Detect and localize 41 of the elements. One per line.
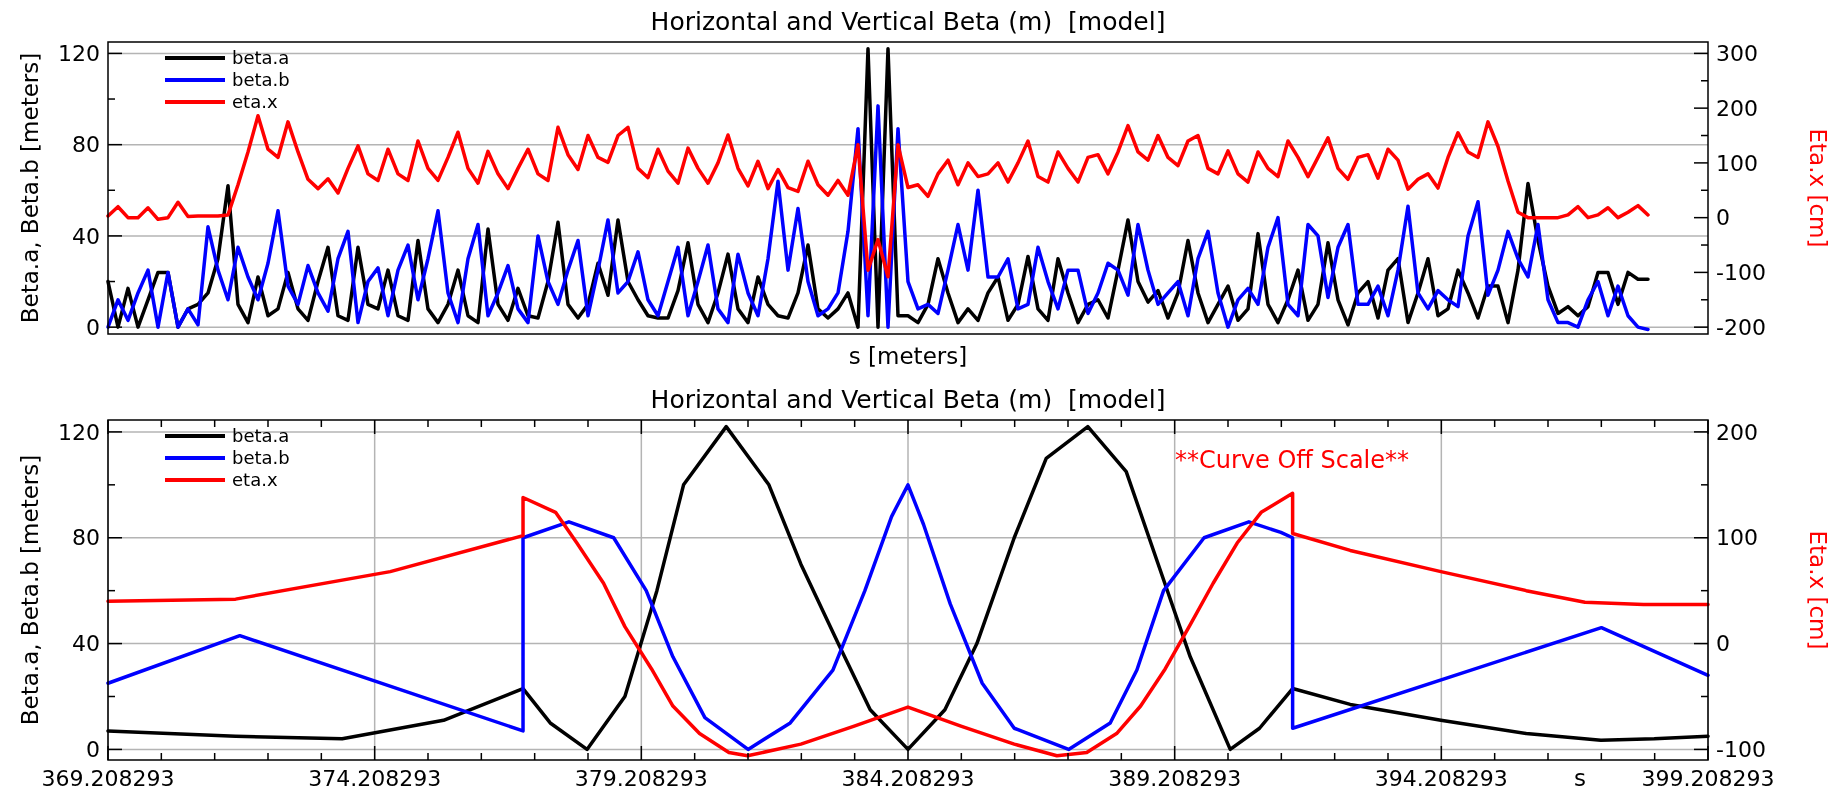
y-tick-label: 40 bbox=[72, 223, 100, 249]
y-tick-label: 120 bbox=[58, 41, 100, 67]
y2-tick-label: -100 bbox=[1716, 260, 1766, 286]
y2-tick-label: 0 bbox=[1716, 631, 1730, 657]
x-tick-label: 369.208293 bbox=[41, 766, 175, 791]
y-tick-label: 120 bbox=[58, 419, 100, 445]
y2-tick-label: 100 bbox=[1716, 150, 1758, 176]
y-tick-label: 0 bbox=[86, 314, 100, 340]
x-axis-title: s [meters] bbox=[848, 343, 968, 369]
x-tick-label: 394.208293 bbox=[1374, 766, 1508, 791]
y-tick-label: 0 bbox=[86, 737, 100, 763]
x-tick-label: 374.208293 bbox=[308, 766, 442, 791]
legend-label: beta.a bbox=[232, 425, 290, 447]
legend-label: beta.a bbox=[232, 47, 290, 69]
y2-tick-label: -100 bbox=[1716, 737, 1766, 763]
x-axis-title: s bbox=[1574, 765, 1586, 791]
y2-tick-label: 200 bbox=[1716, 95, 1758, 121]
chart-title: Horizontal and Vertical Beta (m) [model] bbox=[650, 7, 1166, 36]
line-series bbox=[106, 114, 1650, 279]
x-tick-label: 389.208293 bbox=[1108, 766, 1242, 791]
x-tick-label: 379.208293 bbox=[574, 766, 708, 791]
y2-tick-label: 100 bbox=[1716, 525, 1758, 551]
legend-label: eta.x bbox=[232, 469, 278, 491]
y2-axis-title: Eta.x [cm] bbox=[1805, 530, 1831, 650]
chart-title: Horizontal and Vertical Beta (m) [model] bbox=[650, 385, 1166, 414]
y-tick-label: 80 bbox=[72, 525, 100, 551]
y-axis-title: Beta.a, Beta.b [meters] bbox=[17, 52, 43, 324]
y2-axis-title: Eta.x [cm] bbox=[1805, 128, 1831, 248]
legend-label: beta.b bbox=[232, 69, 290, 91]
y2-tick-label: 300 bbox=[1716, 41, 1758, 67]
annotation: **Curve Off Scale** bbox=[1174, 446, 1410, 474]
y2-tick-label: 200 bbox=[1716, 419, 1758, 445]
y2-tick-label: -200 bbox=[1716, 314, 1766, 340]
legend-label: beta.b bbox=[232, 447, 290, 469]
legend-label: eta.x bbox=[232, 91, 278, 113]
y-axis-title: Beta.a, Beta.b [meters] bbox=[17, 454, 43, 726]
y-tick-label: 40 bbox=[72, 631, 100, 657]
y2-tick-label: 0 bbox=[1716, 205, 1730, 231]
y-tick-label: 80 bbox=[72, 132, 100, 158]
x-tick-label: 399.208293 bbox=[1641, 766, 1775, 791]
x-tick-label: 384.208293 bbox=[841, 766, 975, 791]
